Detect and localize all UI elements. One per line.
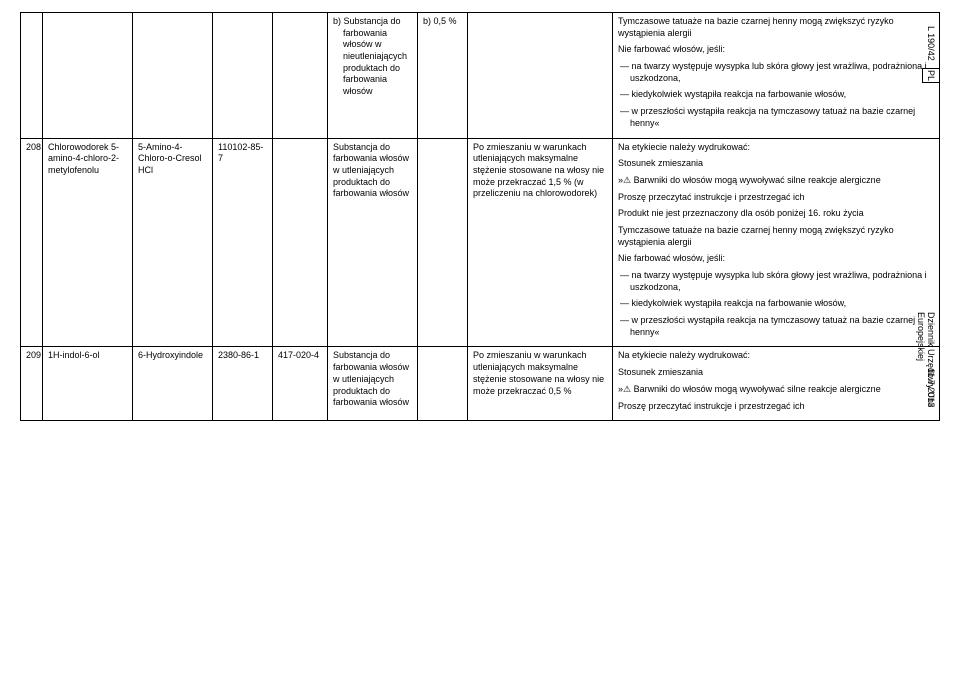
cell-spec: Substancja do farbowania włosów w utleni… [328,138,418,347]
warn-line: Na etykiecie należy wydrukować: [618,142,934,154]
cell-chem: 5-Amino-4-Chloro-o-Cresol HCl [133,138,213,347]
warn-line: Produkt nie jest przeznaczony dla osób p… [618,208,934,220]
page-ref-bot: 11.7.2013 [926,368,936,407]
warn-line: — w przeszłości wystąpiła reakcja na tym… [618,315,934,338]
cell-cas: 110102-85-7 [213,138,273,347]
cell-chem [133,13,213,139]
warn-line: — kiedykolwiek wystąpiła reakcja na farb… [618,89,934,101]
warning-icon: ⚠ [623,384,631,396]
warn-line: — w przeszłości wystąpiła reakcja na tym… [618,106,934,129]
warn-line: Tymczasowe tatuaże na bazie czarnej henn… [618,225,934,248]
warning-icon: ⚠ [623,175,631,187]
cell-num: 209 [21,347,43,421]
cell-warn: Na etykiecie należy wydrukować: Stosunek … [613,138,940,347]
warn-line: Nie farbować włosów, jeśli: [618,44,934,56]
cell-chem: 6-Hydroxyindole [133,347,213,421]
cell-warn: Tymczasowe tatuaże na bazie czarnej henn… [613,13,940,139]
cell-spec: b) Substancja do farbowania włosów w nie… [328,13,418,139]
table-row: 2091H-indol-6-ol6-Hydroxyindole2380-86-1… [21,347,940,421]
cell-name: 1H-indol-6-ol [43,347,133,421]
warn-line: Stosunek zmieszania [618,367,934,379]
warn-line: »⚠ Barwniki do włosów mogą wywoływać sil… [618,175,934,187]
warn-line: Proszę przeczytać instrukcje i przestrze… [618,192,934,204]
cell-cas: 2380-86-1 [213,347,273,421]
warn-line: Na etykiecie należy wydrukować: [618,350,934,362]
warn-line: »⚠ Barwniki do włosów mogą wywoływać sil… [618,384,934,396]
cell-ec [273,13,328,139]
cell-ec [273,138,328,347]
cell-cond: Po zmieszaniu w warunkach utleniających … [468,138,613,347]
cell-conc [418,347,468,421]
warn-line: — na twarzy występuje wysypka lub skóra … [618,61,934,84]
warn-line: — na twarzy występuje wysypka lub skóra … [618,270,934,293]
warn-line: Stosunek zmieszania [618,158,934,170]
cell-spec: Substancja do farbowania włosów w utleni… [328,347,418,421]
cell-ec: 417-020-4 [273,347,328,421]
cell-num [21,13,43,139]
page-ref-top: L 190/42 PL [926,26,936,83]
cell-warn: Na etykiecie należy wydrukować: Stosunek … [613,347,940,421]
cell-cond [468,13,613,139]
table-row: 208Chlorowodorek 5-amino-4-chloro-2-mety… [21,138,940,347]
warn-line: Proszę przeczytać instrukcje i przestrze… [618,401,934,413]
table-row: b) Substancja do farbowania włosów w nie… [21,13,940,139]
warn-line: Tymczasowe tatuaże na bazie czarnej henn… [618,16,934,39]
cell-name [43,13,133,139]
warn-line: Nie farbować włosów, jeśli: [618,253,934,265]
warn-line: — kiedykolwiek wystąpiła reakcja na farb… [618,298,934,310]
cell-name: Chlorowodorek 5-amino-4-chloro-2-metylof… [43,138,133,347]
regulation-table: b) Substancja do farbowania włosów w nie… [20,12,940,421]
cell-cas [213,13,273,139]
cell-cond: Po zmieszaniu w warunkach utleniających … [468,347,613,421]
cell-conc [418,138,468,347]
cell-num: 208 [21,138,43,347]
cell-conc: b) 0,5 % [418,13,468,139]
